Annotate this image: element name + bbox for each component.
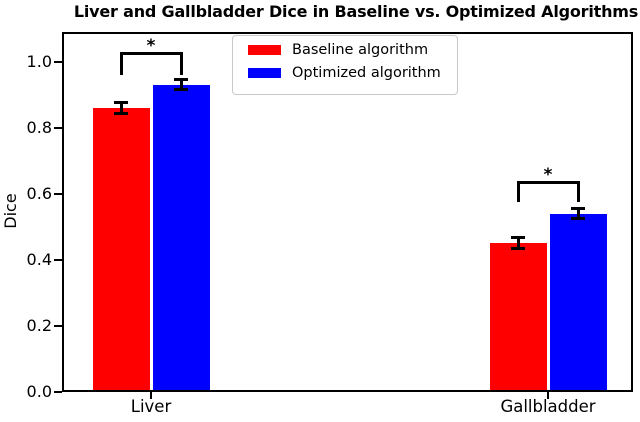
legend-label: Baseline algorithm bbox=[292, 42, 429, 58]
y-tick-mark bbox=[54, 60, 62, 63]
y-tick-mark bbox=[54, 192, 62, 195]
error-bar-line bbox=[119, 102, 123, 114]
bar-optimized-gallbladder bbox=[549, 213, 607, 390]
significance-star: * bbox=[146, 36, 156, 56]
error-bar-cap bbox=[174, 78, 188, 82]
chart-title: Liver and Gallbladder Dice in Baseline v… bbox=[73, 2, 639, 21]
y-tick-label: 1.0 bbox=[26, 51, 52, 71]
error-bar-cap bbox=[511, 236, 525, 240]
bar-baseline-liver bbox=[92, 107, 150, 390]
y-tick-mark bbox=[54, 258, 62, 261]
bar-baseline-gallbladder bbox=[489, 243, 547, 390]
y-tick-label: 0.2 bbox=[26, 315, 52, 335]
legend: Baseline algorithm Optimized algorithm bbox=[232, 35, 458, 95]
x-tick-mark bbox=[150, 392, 152, 399]
error-bar-cap bbox=[114, 100, 128, 104]
y-tick-label: 0.4 bbox=[26, 249, 52, 269]
x-tick-mark bbox=[547, 392, 549, 399]
y-tick-label: 0.6 bbox=[26, 183, 52, 203]
significance-bracket bbox=[516, 181, 580, 202]
error-bar-cap bbox=[571, 217, 585, 221]
y-tick-mark bbox=[54, 126, 62, 129]
error-bar-line bbox=[576, 208, 580, 219]
legend-item: Optimized algorithm bbox=[233, 63, 457, 83]
significance-star: * bbox=[543, 165, 553, 185]
error-bar-cap bbox=[174, 88, 188, 92]
y-tick-mark bbox=[54, 324, 62, 327]
y-tick-mark bbox=[54, 391, 62, 393]
y-tick-label: 0.8 bbox=[26, 117, 52, 137]
significance-bracket bbox=[119, 52, 183, 75]
legend-swatch-baseline bbox=[248, 45, 281, 55]
error-bar-cap bbox=[571, 207, 585, 211]
legend-item: Baseline algorithm bbox=[233, 40, 457, 60]
x-category-label: Gallbladder bbox=[500, 397, 596, 416]
error-bar-line bbox=[179, 79, 183, 90]
error-bar-cap bbox=[511, 247, 525, 251]
x-category-label: Liver bbox=[130, 397, 172, 416]
legend-swatch-optimized bbox=[248, 68, 281, 78]
legend-label: Optimized algorithm bbox=[292, 65, 441, 81]
error-bar-cap bbox=[114, 112, 128, 116]
y-tick-label: 0.0 bbox=[26, 382, 52, 401]
bar-optimized-liver bbox=[152, 84, 210, 390]
error-bar-line bbox=[516, 237, 520, 249]
